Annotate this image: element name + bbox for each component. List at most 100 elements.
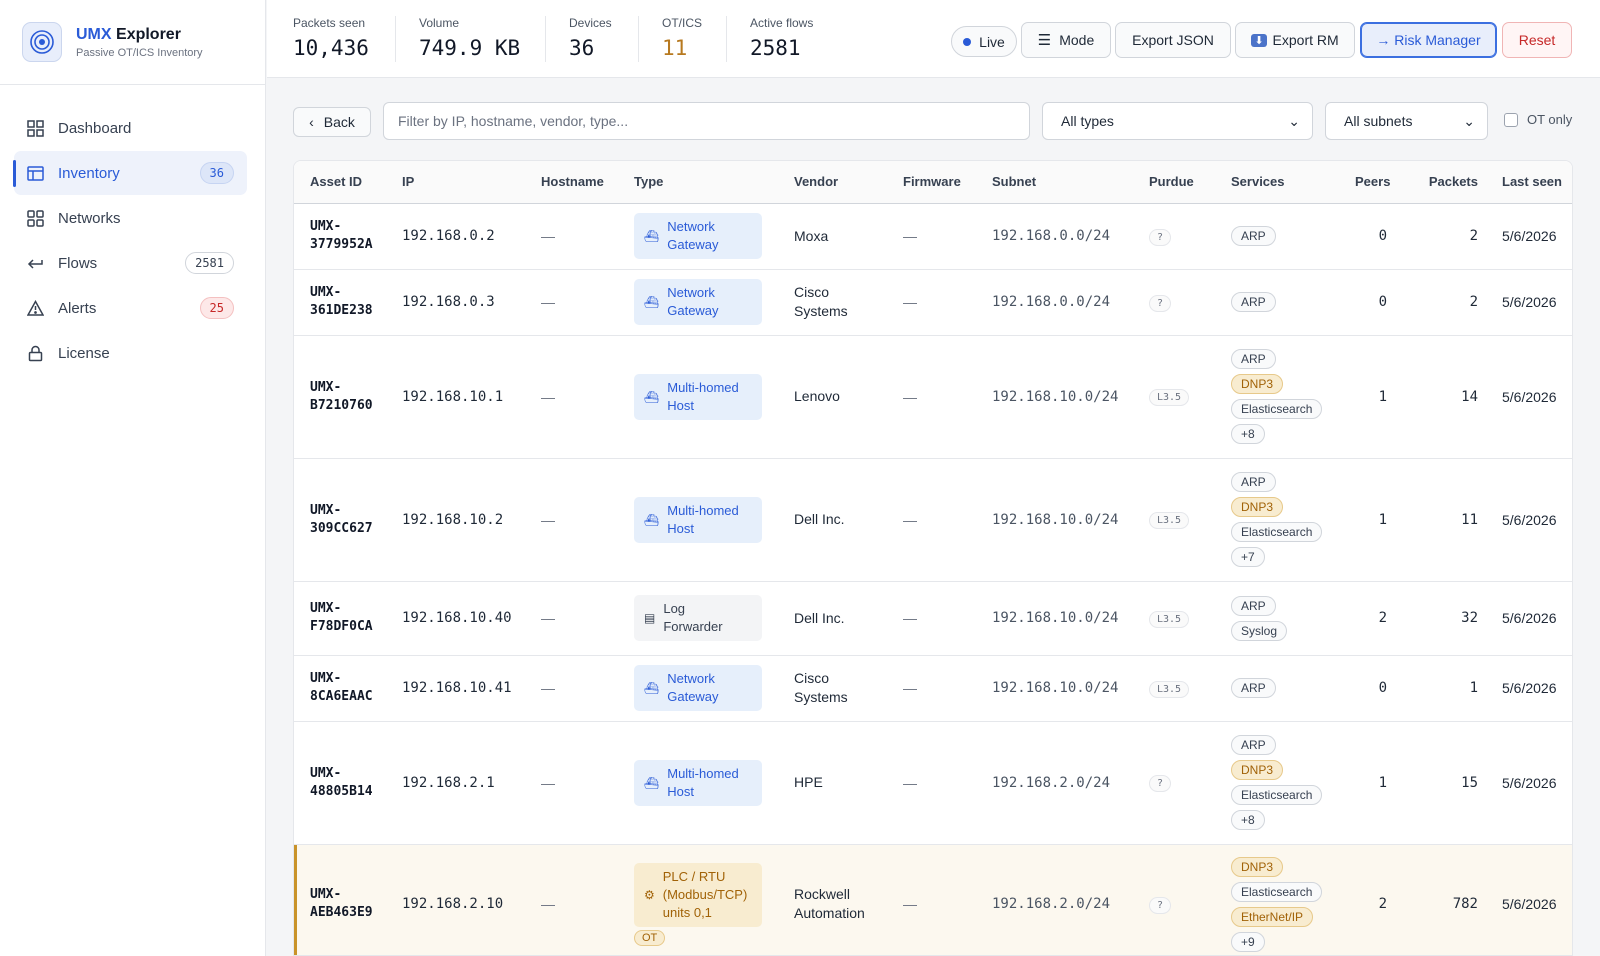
column-header[interactable]: Firmware <box>895 161 984 204</box>
firmware-cell: — <box>895 203 984 270</box>
download-icon: ⬇ <box>1251 33 1267 47</box>
inventory-table: Asset ID IP Hostname Type Vendor Firmware Subn… <box>293 160 1573 956</box>
peers-cell: 1 <box>1347 458 1403 582</box>
sidebar-item-license[interactable]: License <box>14 331 247 375</box>
column-header[interactable]: Services <box>1223 161 1347 204</box>
vendor-cell: Cisco Systems <box>786 655 895 722</box>
reset-button[interactable]: Reset <box>1502 22 1572 58</box>
nav-badge: 25 <box>199 297 234 319</box>
column-header[interactable]: Type <box>626 161 786 204</box>
stat-value: 11 <box>662 36 688 60</box>
services-cell: ARP DNP3 Elasticsearch +8 <box>1223 335 1347 459</box>
sidebar-nav: Dashboard Inventory 36 Networks Flows 2581 Ale… <box>0 85 265 375</box>
services-cell: ARP <box>1223 655 1347 722</box>
app-subtitle: Passive OT/ICS Inventory <box>76 46 203 59</box>
hostname-cell: — <box>533 203 626 270</box>
type-chip: ⛴ Multi-homed Host <box>634 373 762 420</box>
asset-id-cell: UMX- AEB463E9 <box>294 844 394 955</box>
export-json-button[interactable]: Export JSON <box>1115 22 1231 58</box>
column-header[interactable]: Last seen <box>1494 161 1572 204</box>
sidebar-item-label: Inventory <box>58 164 120 182</box>
subnet-cell: 192.168.0.0/24 <box>984 203 1141 270</box>
column-header[interactable]: Subnet <box>984 161 1141 204</box>
services-cell: ARP <box>1223 269 1347 336</box>
subnet-cell: 192.168.0.0/24 <box>984 269 1141 336</box>
services-cell: ARP <box>1223 203 1347 270</box>
type-chip: ⛴ Multi-homed Host <box>634 759 762 806</box>
hostname-cell: — <box>533 335 626 459</box>
column-header[interactable]: IP <box>394 161 533 204</box>
type-select[interactable]: All types ⌄ <box>1042 102 1313 140</box>
peers-cell: 1 <box>1347 335 1403 459</box>
return-arrow-icon <box>26 254 44 272</box>
table-row[interactable]: UMX- B7210760 192.168.10.1— ⛴ Multi-homed Hos… <box>294 335 1572 459</box>
ip-cell: 192.168.2.1 <box>394 721 533 845</box>
stat-label: Volume <box>419 16 460 30</box>
ot-only-checkbox[interactable] <box>1504 112 1518 127</box>
subnet-cell: 192.168.2.0/24 <box>984 721 1141 845</box>
sidebar-item-flows[interactable]: Flows 2581 <box>14 241 247 285</box>
hostname-cell: — <box>533 581 626 656</box>
sidebar-item-alerts[interactable]: Alerts 25 <box>14 286 247 330</box>
packets-cell: 14 <box>1403 335 1494 459</box>
table-row[interactable]: UMX- 309CC627 192.168.10.2— ⛴ Multi-homed Hos… <box>294 458 1572 582</box>
purdue-badge: ? <box>1149 775 1172 792</box>
purdue-badge: L3.5 <box>1149 389 1190 406</box>
last-seen-cell: 5/6/2026 <box>1494 844 1572 955</box>
risk-manager-button[interactable]: → Risk Manager <box>1360 22 1497 58</box>
stat-value: 749.9 KB <box>419 36 521 60</box>
firmware-cell: — <box>895 335 984 459</box>
sidebar-item-networks[interactable]: Networks <box>14 196 247 240</box>
sidebar-item-label: Dashboard <box>58 119 132 137</box>
peers-cell: 2 <box>1347 844 1403 955</box>
column-header[interactable]: Hostname <box>533 161 626 204</box>
column-header[interactable]: Asset ID <box>294 161 394 204</box>
table-row[interactable]: UMX- 361DE238 192.168.0.3— ⛴ Network Gateway C… <box>294 269 1572 336</box>
export-rm-button[interactable]: ⬇ Export RM <box>1235 22 1355 58</box>
service-badge: +9 <box>1231 931 1265 952</box>
purdue-cell: L3.5 <box>1141 458 1223 582</box>
type-chip: ⛴ Network Gateway <box>634 665 762 711</box>
table-row[interactable]: UMX- 3779952A 192.168.0.2— ⛴ Network Gateway M… <box>294 203 1572 270</box>
services-cell: DNP3 Elasticsearch EtherNet/IP +9 <box>1223 844 1347 955</box>
ip-cell: 192.168.10.1 <box>394 335 533 459</box>
column-header[interactable]: Packets <box>1403 161 1494 204</box>
table-row[interactable]: UMX- F78DF0CA 192.168.10.40— ▤ Log Forwarder D… <box>294 581 1572 656</box>
column-header[interactable]: Vendor <box>786 161 895 204</box>
service-badge: ARP <box>1231 472 1276 492</box>
gateway-icon: ⛴ <box>644 775 660 790</box>
subnet-select[interactable]: All subnets ⌄ <box>1325 102 1488 140</box>
sidebar-item-dashboard[interactable]: Dashboard <box>14 106 247 150</box>
sidebar-item-label: License <box>58 344 110 362</box>
last-seen-cell: 5/6/2026 <box>1494 335 1572 459</box>
column-header[interactable]: Purdue <box>1141 161 1223 204</box>
subnet-cell: 192.168.2.0/24 <box>984 844 1141 955</box>
service-badge: ARP <box>1231 292 1276 312</box>
peers-cell: 1 <box>1347 721 1403 845</box>
grid-icon <box>26 119 44 137</box>
hostname-cell: — <box>533 269 626 336</box>
purdue-cell: ? <box>1141 203 1223 270</box>
table-row[interactable]: UMX- 8CA6EAAC 192.168.10.41— ⛴ Network Gatewa… <box>294 655 1572 722</box>
search-input[interactable]: Filter by IP, hostname, vendor, type... <box>383 102 1030 140</box>
live-toggle[interactable]: Live <box>951 26 1017 57</box>
stat-packets-seen: Packets seen 10,436 <box>293 16 369 60</box>
services-cell: ARP Syslog <box>1223 581 1347 656</box>
ip-cell: 192.168.0.2 <box>394 203 533 270</box>
table-row[interactable]: UMX- AEB463E9 192.168.2.10— ⚙ PLC / RTU (Modb… <box>294 844 1572 955</box>
type-chip: ⛴ Network Gateway <box>634 279 762 325</box>
column-header[interactable]: Peers <box>1347 161 1403 204</box>
last-seen-cell: 5/6/2026 <box>1494 721 1572 845</box>
sidebar-item-inventory[interactable]: Inventory 36 <box>13 151 247 195</box>
asset-id-cell: UMX- B7210760 <box>294 335 394 459</box>
top-bar: Packets seen 10,436 Volume 749.9 KB Devices 3… <box>267 0 1600 78</box>
service-badge: Syslog <box>1231 620 1288 641</box>
mode-button[interactable]: ☰ Mode <box>1021 22 1111 58</box>
back-button[interactable]: ‹ Back <box>293 107 371 137</box>
table-row[interactable]: UMX- 48805B14 192.168.2.1— ⛴ Multi-homed Host… <box>294 721 1572 845</box>
last-seen-cell: 5/6/2026 <box>1494 203 1572 270</box>
vendor-cell: Dell Inc. <box>786 458 895 582</box>
ot-only-toggle[interactable]: OT only <box>1504 112 1572 127</box>
app-title: UMX Explorer <box>76 25 181 43</box>
type-cell: ⛴ Network Gateway <box>626 269 786 336</box>
